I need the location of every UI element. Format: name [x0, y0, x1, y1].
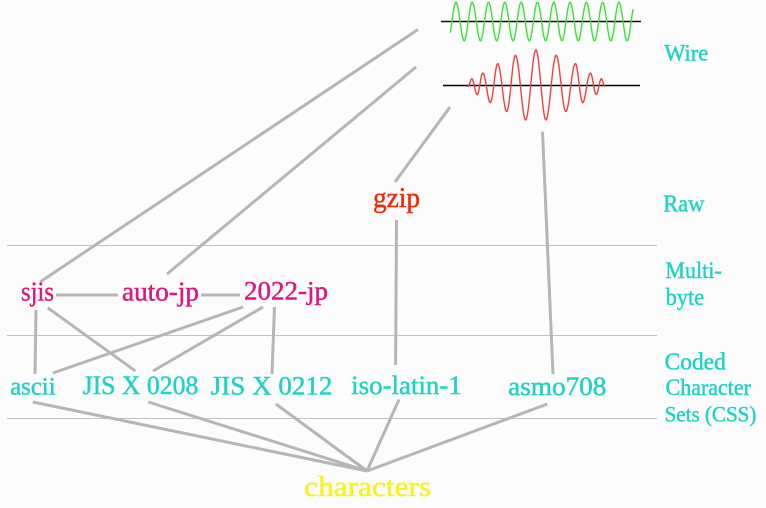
- svg-text:sjis: sjis: [21, 277, 54, 307]
- svg-text:byte: byte: [666, 285, 705, 311]
- svg-text:iso-latin-1: iso-latin-1: [351, 371, 462, 400]
- svg-text:Raw: Raw: [663, 192, 705, 218]
- svg-text:Multi-: Multi-: [665, 258, 721, 283]
- svg-text:characters: characters: [304, 471, 431, 503]
- svg-text:2022-jp: 2022-jp: [244, 277, 328, 306]
- svg-text:auto-jp: auto-jp: [122, 276, 199, 306]
- svg-text:Sets (CSS): Sets (CSS): [665, 402, 757, 427]
- svg-text:Coded: Coded: [665, 349, 726, 375]
- svg-text:ascii: ascii: [10, 373, 55, 400]
- svg-text:gzip: gzip: [373, 182, 420, 214]
- svg-text:JIS X 0212: JIS X 0212: [211, 372, 333, 401]
- svg-text:asmo708: asmo708: [508, 372, 606, 401]
- svg-text:Wire: Wire: [664, 41, 708, 66]
- svg-text:Character: Character: [666, 375, 752, 400]
- svg-text:JIS X 0208: JIS X 0208: [83, 371, 199, 400]
